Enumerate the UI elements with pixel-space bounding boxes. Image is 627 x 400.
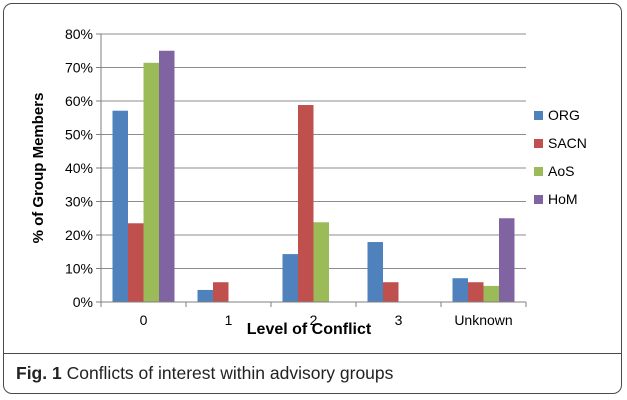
bar-hom xyxy=(159,50,175,302)
caption-text: Conflicts of interest within advisory gr… xyxy=(66,363,394,383)
bar-aos xyxy=(143,62,159,303)
y-tick-label: 60% xyxy=(65,93,93,109)
y-tick-label: 20% xyxy=(65,227,93,243)
y-tick-label: 0% xyxy=(73,294,93,310)
x-tick-label: 0 xyxy=(140,312,148,328)
legend-label: HoM xyxy=(548,191,578,207)
x-tick-label: 3 xyxy=(395,312,403,328)
bar-sacn xyxy=(213,282,229,302)
y-tick-label: 50% xyxy=(65,127,93,143)
y-tick-label: 10% xyxy=(65,261,93,277)
legend-label: ORG xyxy=(548,107,580,123)
bar-org xyxy=(197,289,213,302)
bar-sacn xyxy=(468,282,484,302)
bar-sacn xyxy=(383,282,399,302)
x-tick-label: Unknown xyxy=(454,312,512,328)
bar-hom xyxy=(499,218,515,302)
x-tick-label: 2 xyxy=(310,312,318,328)
y-tick-label: 30% xyxy=(65,194,93,210)
bars xyxy=(112,50,515,303)
bar-org xyxy=(112,110,128,302)
bar-sacn xyxy=(298,105,314,303)
legend-label: SACN xyxy=(548,135,587,151)
x-tick-labels: 0 1 2 3 Unknown xyxy=(140,312,513,328)
caption-figure-label: Fig. 1 xyxy=(16,363,62,383)
legend-swatch xyxy=(534,195,543,204)
legend-swatch xyxy=(534,139,543,148)
bar-aos xyxy=(483,285,499,302)
y-tick-label: 40% xyxy=(65,160,93,176)
figure-frame: 0% 10% 20% 30% 40% 50% 60% 70% 80% 0 1 2 3 Unknown L… xyxy=(3,3,622,394)
figure-caption: Fig. 1 Conflicts of interest within advi… xyxy=(4,353,621,393)
x-tick-label: 1 xyxy=(225,312,233,328)
axes xyxy=(96,33,527,307)
y-tick-label: 80% xyxy=(65,26,93,42)
grouped-bar-chart: 0% 10% 20% 30% 40% 50% 60% 70% 80% 0 1 2 3 Unknown L… xyxy=(30,26,587,338)
legend-swatch xyxy=(534,167,543,176)
y-tick-label: 70% xyxy=(65,60,93,76)
y-axis-label: % of Group Members xyxy=(30,93,47,244)
x-axis-label: Level of Conflict xyxy=(247,321,372,338)
bar-aos xyxy=(313,222,329,302)
bar-org xyxy=(282,254,298,302)
bar-sacn xyxy=(128,223,144,302)
bar-org xyxy=(367,242,383,302)
legend-label: AoS xyxy=(548,163,574,179)
bar-org xyxy=(452,278,468,302)
legend-swatch xyxy=(534,111,543,120)
y-tick-labels: 0% 10% 20% 30% 40% 50% 60% 70% 80% xyxy=(65,26,93,310)
legend: ORG SACN AoS HoM xyxy=(534,107,587,207)
